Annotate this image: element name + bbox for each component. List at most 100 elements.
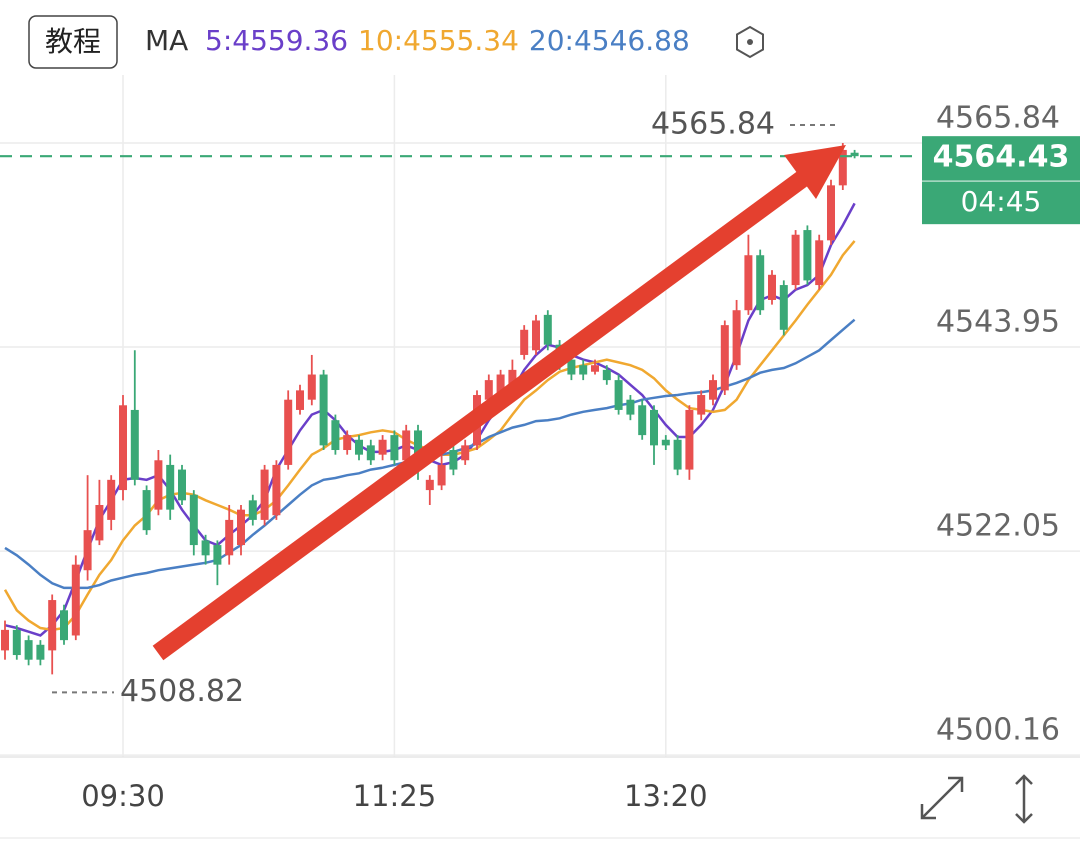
y-tick-label: 4500.16 <box>936 713 1060 748</box>
candle-body <box>166 464 175 510</box>
candle-body <box>508 369 517 391</box>
candle-body <box>260 469 269 520</box>
candle-body <box>142 490 151 531</box>
candle-body <box>732 310 741 366</box>
candle-body <box>768 274 776 300</box>
candle-body <box>591 365 599 372</box>
candle-body <box>213 545 222 565</box>
candle-body <box>532 320 540 351</box>
candle-body <box>402 430 411 461</box>
y-tick-label: 4543.95 <box>936 305 1060 340</box>
y-tick-label: 4565.84 <box>936 101 1060 136</box>
candle-body <box>850 152 859 157</box>
candle-body <box>685 409 694 470</box>
button-frame[interactable] <box>28 15 118 69</box>
expand-line[interactable] <box>921 777 963 819</box>
marks-layer <box>0 124 920 694</box>
arrow-shaft <box>152 168 812 661</box>
expand-icon[interactable] <box>920 776 964 820</box>
candle-body <box>237 509 245 546</box>
legend-entry: 20:4546.88 <box>529 24 690 57</box>
candle-body <box>119 405 127 491</box>
candle-body <box>1 629 9 651</box>
legend-entry: 5:4559.36 <box>205 24 348 57</box>
last-price-tag <box>922 136 1080 225</box>
high-label: 4565.84 <box>651 107 775 142</box>
candle-body <box>567 359 576 375</box>
candle-body <box>673 439 682 470</box>
candle-body <box>272 464 281 516</box>
tutorial-button[interactable]: 教程 <box>45 25 101 58</box>
settings-dot[interactable] <box>747 39 753 45</box>
candle-body <box>437 464 446 486</box>
candle-body <box>178 469 186 501</box>
candle-body <box>543 314 552 345</box>
x-tick-label: 13:20 <box>624 779 708 813</box>
last-price-label: 4564.43 <box>933 140 1070 175</box>
candle-body <box>709 380 717 400</box>
scale-arrow-up[interactable] <box>1015 774 1033 785</box>
scale-arrow-down[interactable] <box>1015 813 1033 824</box>
candle-body <box>484 380 493 400</box>
candle-body <box>520 329 529 355</box>
x-tick-label: 11:25 <box>353 779 437 813</box>
candle-body <box>803 230 812 281</box>
settings-icon[interactable] <box>736 25 764 59</box>
candle-body <box>296 390 304 410</box>
candle-body <box>815 240 824 286</box>
candle-body <box>496 374 505 400</box>
candle-body <box>24 640 33 660</box>
candle-body <box>36 644 45 660</box>
candle-body <box>331 420 340 451</box>
trend-arrow <box>152 145 846 661</box>
y-tick-label: 4522.05 <box>936 509 1060 544</box>
candle-body <box>779 285 788 330</box>
legend-title: MA <box>145 24 188 57</box>
candle-body <box>720 325 729 391</box>
candle-body <box>449 450 458 470</box>
vertical-scale-icon[interactable] <box>1015 774 1033 824</box>
candle-body <box>744 255 753 311</box>
candle-body <box>107 479 116 520</box>
candle-body <box>83 530 92 571</box>
candle-body <box>366 445 375 461</box>
expand-arrow-top[interactable] <box>948 776 964 792</box>
candle-body <box>154 460 163 510</box>
candle-body <box>284 399 293 465</box>
candle-body <box>319 374 328 446</box>
candle-body <box>661 439 670 446</box>
candle-body <box>461 445 470 461</box>
candle-body <box>614 380 623 410</box>
candle-body <box>189 494 198 546</box>
candle-body <box>60 610 68 641</box>
candle-body <box>48 600 57 651</box>
candle-body <box>130 409 139 480</box>
settings-hex[interactable] <box>736 25 764 59</box>
expand-arrow-bottom[interactable] <box>920 804 936 820</box>
candle-body <box>225 519 234 556</box>
candle-body <box>638 405 647 436</box>
candle-body <box>697 395 706 415</box>
arrow-head <box>784 145 846 199</box>
candle-body <box>343 435 352 451</box>
candle-body <box>838 149 847 186</box>
candle-body <box>12 629 21 656</box>
candle-body <box>626 399 635 415</box>
candle-body <box>602 369 611 381</box>
candle-body <box>827 185 835 241</box>
candle-body <box>201 540 210 556</box>
legend-entry: 10:4555.34 <box>358 24 519 57</box>
low-label: 4508.82 <box>120 674 244 709</box>
labels-layer: 4565.84 4543.95 4522.05 4500.16 09:30 11:25 13… <box>81 101 1080 813</box>
candle-body <box>579 365 588 375</box>
candle-body <box>95 504 104 541</box>
candle-body <box>650 409 658 446</box>
candle-body <box>425 479 434 491</box>
candle-body <box>390 435 399 461</box>
candle-body <box>355 439 363 455</box>
candle-body <box>378 439 387 455</box>
x-tick-label: 09:30 <box>81 779 165 813</box>
